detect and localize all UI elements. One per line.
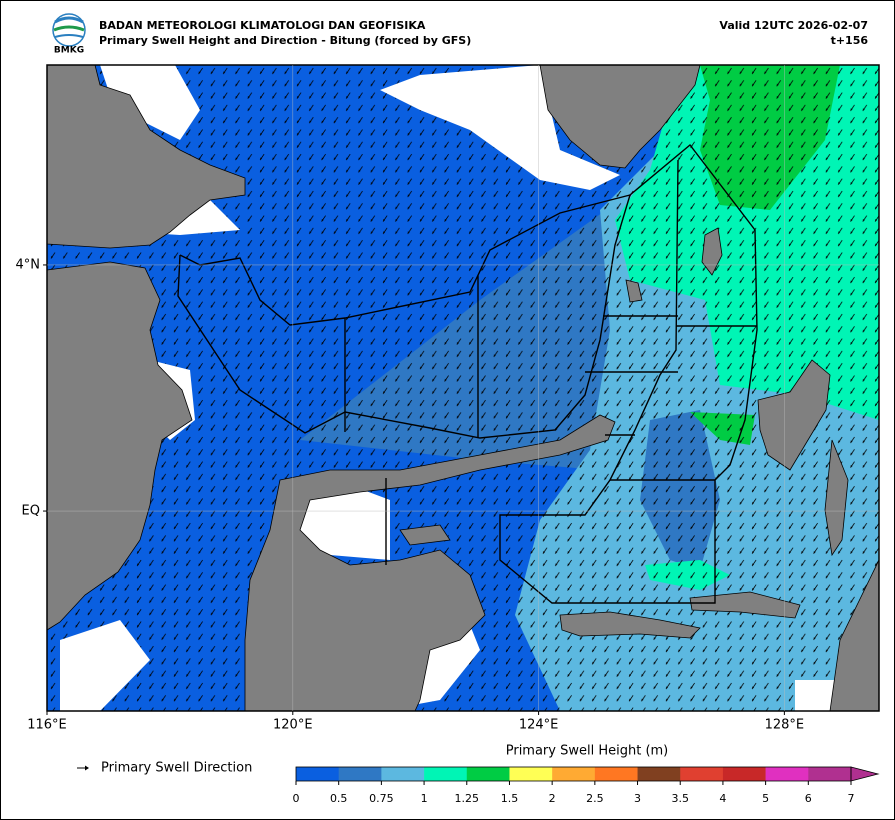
lead-time: t+156	[831, 34, 869, 47]
zone-boundary	[179, 194, 757, 565]
land	[244, 414, 616, 711]
colorbar-tick-label: 0	[293, 792, 300, 805]
colorbar-frame	[295, 766, 852, 782]
colorbar-segment	[552, 767, 596, 781]
colorbar-segment	[424, 767, 468, 781]
x-tick-label: 128°E	[765, 718, 805, 733]
map-frame	[46, 64, 880, 712]
x-tick-label: 120°E	[273, 718, 313, 733]
land	[399, 524, 451, 546]
colorbar-segment	[466, 767, 510, 781]
colorbar-tick-label: 7	[848, 792, 855, 805]
logo-text: BMKG	[54, 46, 84, 56]
legend-label: Primary Swell Direction	[101, 761, 252, 776]
colorbar-tick-label: 4	[719, 792, 726, 805]
colorbar-segment	[509, 767, 553, 781]
colorbar-segment	[722, 767, 766, 781]
y-tick-label: 4°N	[16, 257, 41, 272]
land	[689, 591, 801, 619]
colorbar-tick-label: 1	[421, 792, 428, 805]
colorbar-tick-label: 0.75	[369, 792, 394, 805]
colorbar-tick-label: 0.5	[330, 792, 348, 805]
land	[824, 439, 849, 557]
x-tick-label: 116°E	[27, 718, 67, 733]
map-area	[47, 65, 879, 711]
map-title: Primary Swell Height and Direction - Bit…	[99, 34, 471, 47]
colorbar-tick-label: 1.25	[455, 792, 480, 805]
colorbar-segment	[381, 767, 425, 781]
land	[47, 261, 193, 631]
colorbar-tick-label: 2.5	[586, 792, 604, 805]
colorbar-segment	[680, 767, 724, 781]
x-tick-label: 124°E	[519, 718, 559, 733]
y-tick-label: EQ	[22, 504, 40, 519]
no-data-area	[380, 65, 620, 190]
valid-time: Valid 12UTC 2026-02-07	[719, 19, 868, 32]
legend-arrow-head	[85, 765, 89, 771]
colorbar-tick-label: 2	[549, 792, 556, 805]
zone-boundary	[177, 143, 758, 604]
colorbar-tick-label: 1.5	[501, 792, 519, 805]
colorbar-segment	[808, 767, 852, 781]
colorbar-tick-label: 5	[762, 792, 769, 805]
colorbar-tick-label: 6	[805, 792, 812, 805]
colorbar-title: Primary Swell Height (m)	[506, 744, 669, 759]
colorbar-segment	[637, 767, 681, 781]
logo: BMKG	[52, 13, 86, 56]
colorbar-segment	[594, 767, 638, 781]
land	[539, 65, 701, 169]
colorbar-segment	[296, 767, 339, 781]
land	[47, 65, 246, 249]
no-data-area	[100, 65, 200, 140]
colorbar-tick-label: 3	[634, 792, 641, 805]
land	[757, 359, 831, 471]
colorbar-segment	[765, 767, 809, 781]
land	[625, 279, 643, 303]
land	[559, 611, 701, 639]
colorbar-tick-label: 3.5	[671, 792, 689, 805]
no-data-area	[295, 485, 390, 560]
colorbar-segment	[338, 767, 382, 781]
land	[829, 559, 879, 711]
agency-name: BADAN METEOROLOGI KLIMATOLOGI DAN GEOFIS…	[99, 19, 426, 32]
no-data-area	[60, 620, 150, 711]
